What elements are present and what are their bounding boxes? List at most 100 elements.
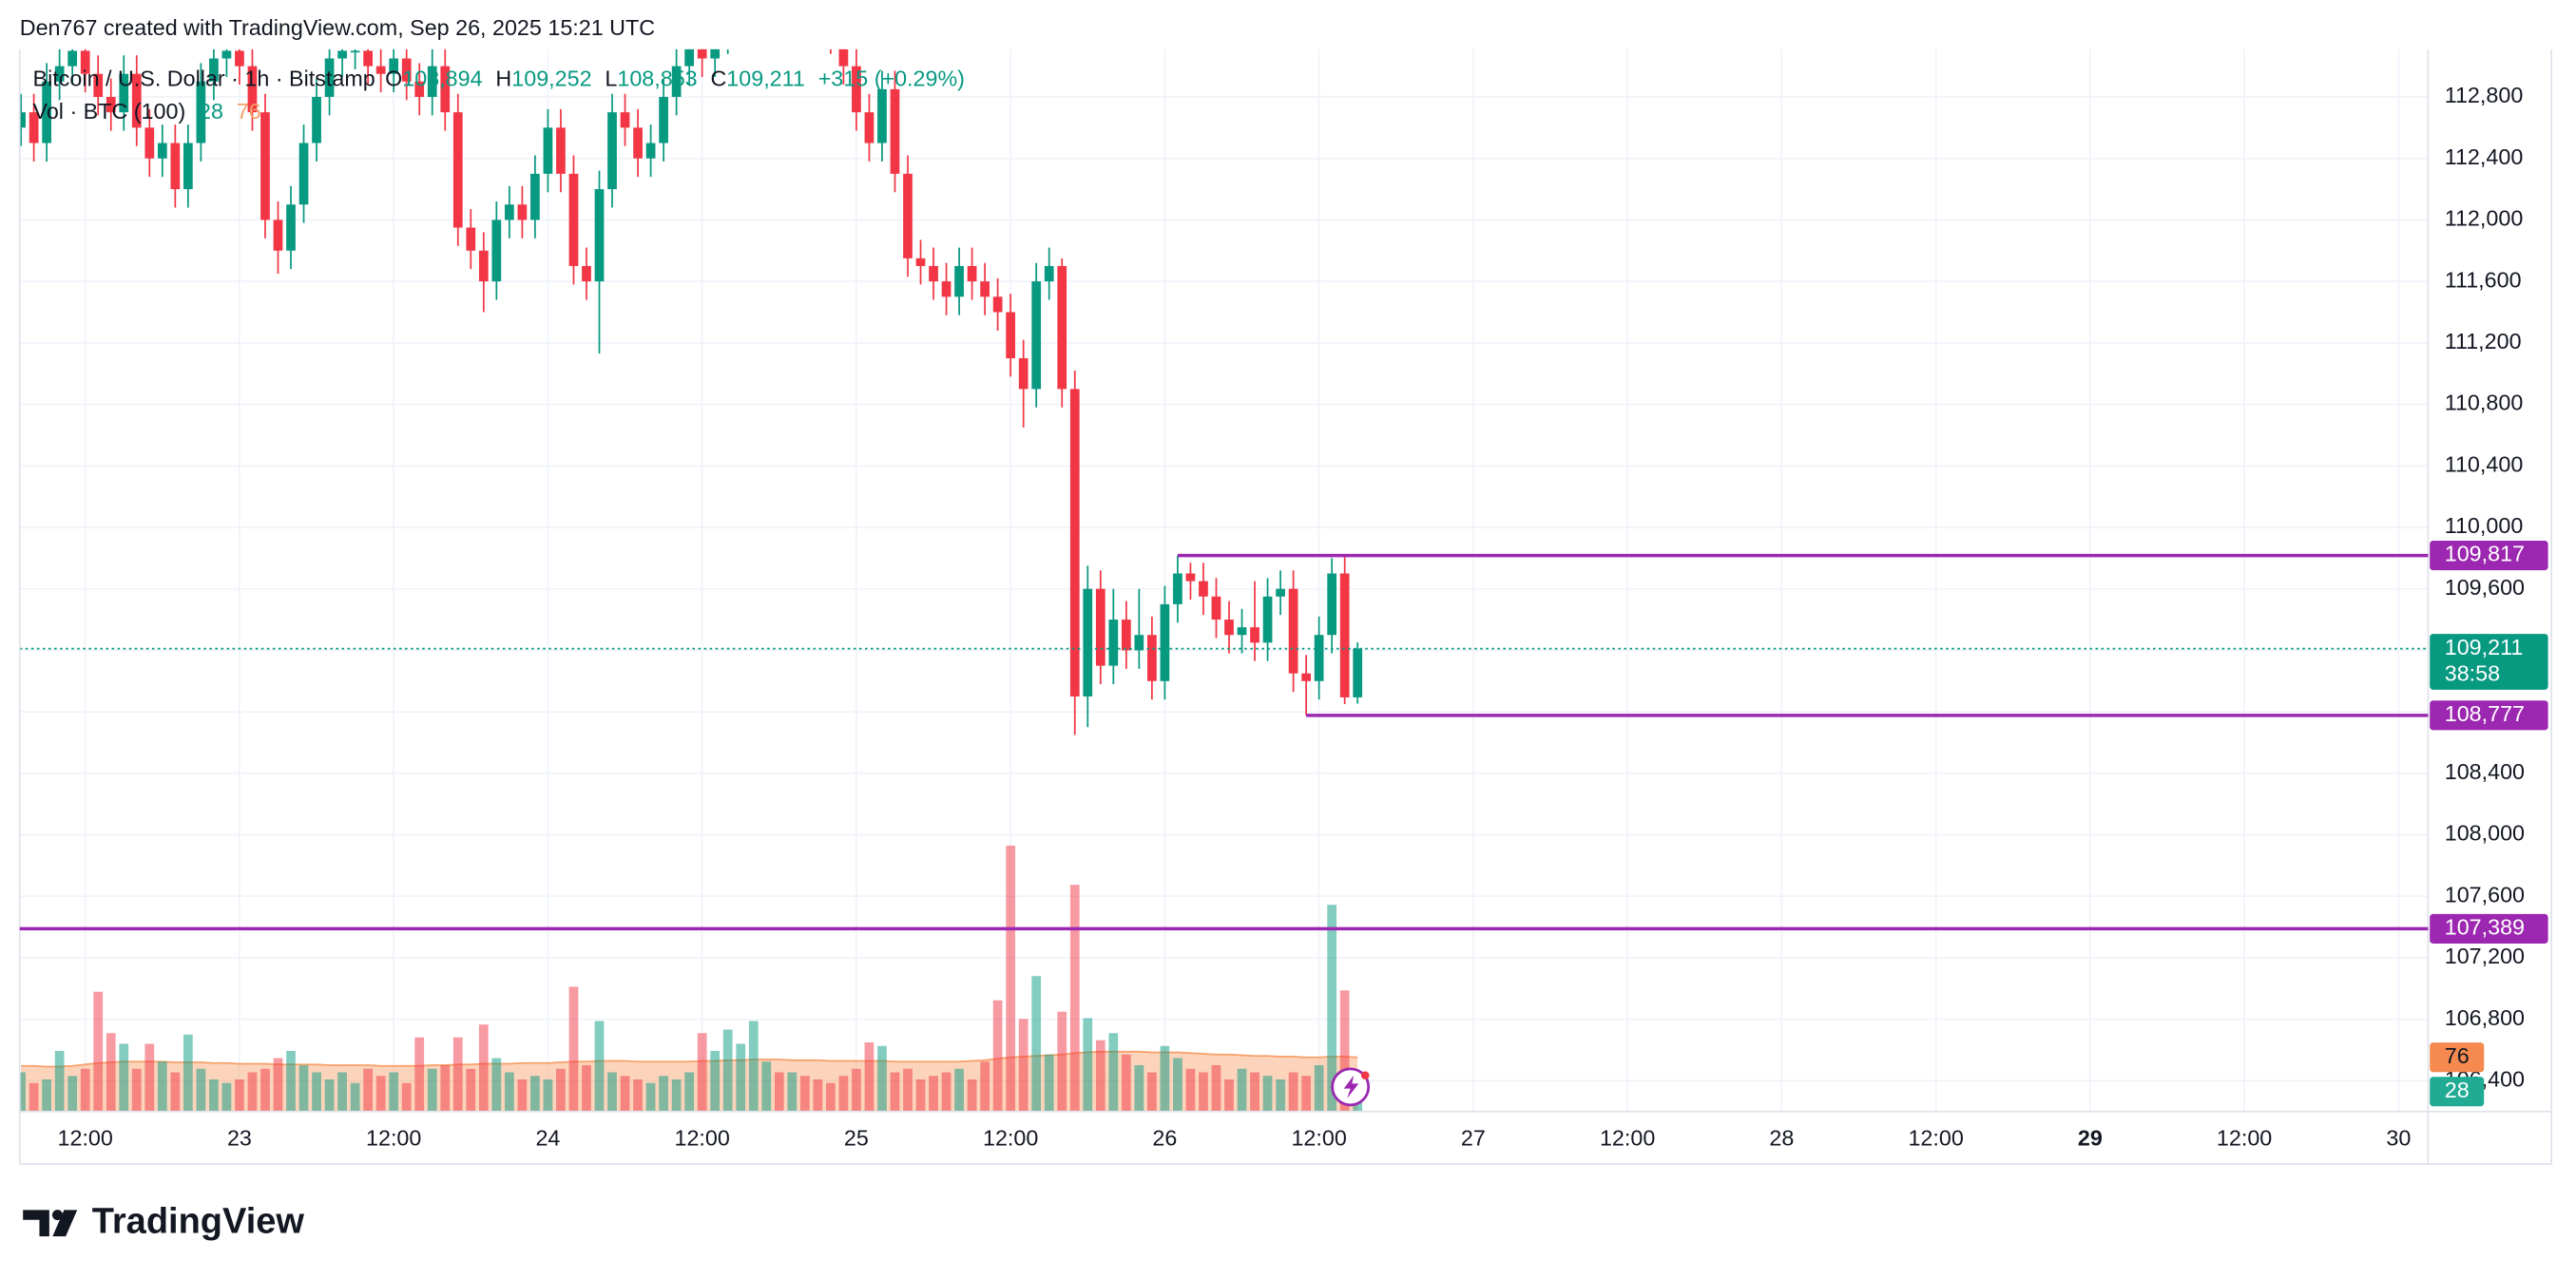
legend-value: 28 [199, 99, 223, 124]
candle-body [324, 58, 335, 97]
x-tick-label: 26 [1152, 1125, 1177, 1150]
candle-body [452, 112, 463, 228]
volume-bar [298, 1064, 309, 1112]
candle-body [620, 112, 630, 128]
volume-bar [1057, 1011, 1067, 1112]
y-tick-label: 111,600 [2445, 267, 2522, 292]
candle-body [1211, 596, 1221, 620]
candle-body [93, 73, 104, 97]
volume-bar [517, 1079, 528, 1112]
volume-bar [247, 1072, 258, 1112]
candle-body [170, 143, 181, 190]
candle-body [954, 265, 964, 297]
candle-body [1057, 265, 1067, 390]
candle-body [183, 143, 193, 190]
volume-ma-line [21, 1050, 1358, 1068]
candle-body [1250, 627, 1259, 643]
level-label-box [2430, 700, 2548, 731]
volume-bar [864, 1041, 875, 1112]
volume-bar [929, 1076, 938, 1112]
candle-body [401, 58, 412, 82]
volume-bar [787, 1072, 798, 1112]
volume-bar [1121, 1054, 1131, 1112]
last-price-label: 109,211 [2445, 635, 2524, 659]
y-tick-label: 107,600 [2445, 882, 2525, 907]
volume-bar [1185, 1068, 1196, 1112]
volume-bar [29, 1082, 39, 1112]
volume-bar [144, 1043, 155, 1112]
volume-bar [852, 1068, 861, 1112]
candle-body [144, 127, 155, 159]
candle-body [633, 127, 643, 159]
x-tick-label: 24 [535, 1125, 560, 1150]
candle-body [504, 204, 514, 220]
volume-bar [1083, 1018, 1093, 1112]
volume-bar [1160, 1045, 1170, 1112]
candle-body [852, 66, 861, 113]
candle-body [659, 96, 668, 143]
candle-body [556, 127, 566, 174]
last-price-box [2430, 634, 2548, 690]
volume-bar [131, 1068, 142, 1112]
candle-body [363, 50, 374, 67]
volume-ma-box [2430, 1042, 2485, 1073]
candle-body [967, 265, 977, 282]
candle-body [1173, 573, 1182, 604]
candle-body [517, 204, 528, 220]
y-tick-label: 106,800 [2445, 1005, 2525, 1030]
volume-box [2430, 1077, 2485, 1107]
volume-bar [209, 1079, 219, 1112]
x-tick-label: 25 [844, 1125, 869, 1150]
candle-body [800, 0, 810, 5]
candle-body [877, 88, 887, 143]
volume-bar [556, 1068, 566, 1112]
candle-body [1108, 620, 1119, 666]
legend-change: +315 (+0.29%) [818, 67, 965, 91]
candle-body [260, 112, 270, 220]
level-label-box [2430, 541, 2548, 571]
candle-body [440, 66, 451, 113]
candle-body [1031, 281, 1042, 390]
x-tick-label: 12:00 [674, 1125, 729, 1150]
candle-body [29, 112, 39, 143]
x-tick-label: 12:00 [1908, 1125, 1963, 1150]
y-tick-label: 107,200 [2445, 944, 2525, 968]
legend-key: H [495, 67, 511, 91]
volume-bar [1276, 1079, 1285, 1112]
volume-bar [1237, 1068, 1247, 1112]
badge-icon [1343, 1075, 1359, 1098]
candle-body [196, 81, 206, 143]
legend-line: Vol · BTC (100) 28 76 [33, 99, 261, 124]
volume-bar [1301, 1076, 1311, 1112]
badge [1331, 1067, 1371, 1107]
volume-bar [684, 1072, 695, 1112]
volume-bar [813, 1079, 823, 1112]
y-tick-label: 112,800 [2445, 83, 2524, 107]
candle-body [247, 66, 258, 113]
logo: TradingView [23, 1201, 304, 1241]
volume-bar [915, 1079, 926, 1112]
volume-bar [736, 1043, 746, 1112]
candle-body [775, 0, 784, 5]
volume-bar [260, 1068, 270, 1112]
candle-body [42, 81, 51, 143]
y-tick-label: 110,800 [2445, 391, 2524, 415]
volume-bar [196, 1068, 206, 1112]
legend-symbol: Bitcoin / U.S. Dollar · 1h · Bitstamp [33, 67, 375, 91]
candle-body [427, 66, 437, 97]
legend-value: 76 [237, 99, 261, 124]
candle-body [1339, 573, 1350, 697]
volume-bar [877, 1045, 887, 1112]
candle-body [1083, 588, 1093, 697]
candle-body [864, 112, 875, 143]
volume-bar [235, 1079, 244, 1112]
y-tick-label: 109,600 [2445, 575, 2525, 600]
logo-icon [52, 1210, 78, 1237]
volume-bar [568, 986, 579, 1112]
volume-bar [633, 1079, 643, 1112]
volume-bar [645, 1082, 656, 1112]
plot-area [19, 0, 2429, 1112]
volume-bar [119, 1043, 129, 1112]
candle-body [582, 265, 591, 282]
candle-body [761, 0, 771, 5]
